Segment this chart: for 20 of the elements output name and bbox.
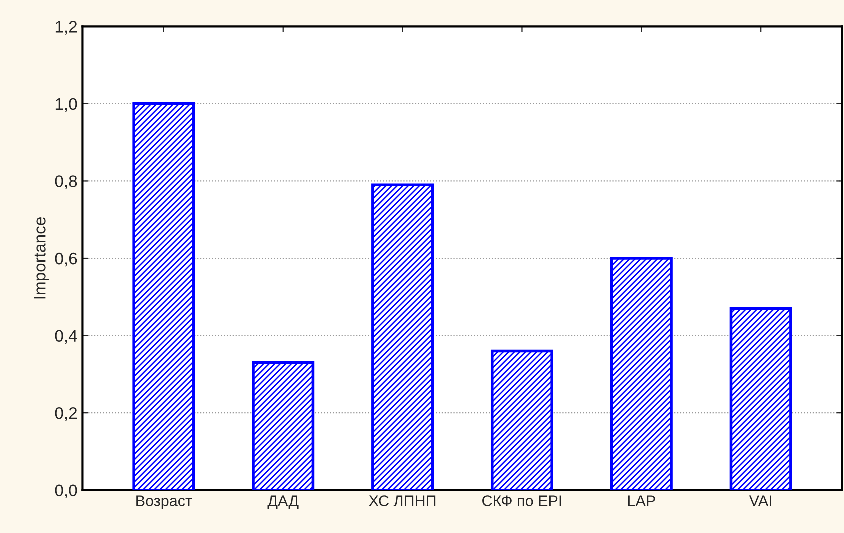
y-tick-label: 0,2 (55, 407, 78, 422)
y-tick-label: 0,6 (55, 252, 78, 267)
y-tick-label: 1,2 (56, 21, 78, 35)
bar (132, 102, 196, 490)
y-tick-label: 0,0 (55, 484, 78, 499)
bar (730, 307, 792, 490)
y-tick-label: 0,8 (55, 176, 78, 190)
bar (490, 350, 554, 490)
x-tick-label: ХС ЛПНП (369, 496, 436, 506)
y-tick-label: 1,0 (56, 98, 78, 112)
bar (372, 184, 434, 490)
bar (610, 257, 673, 490)
x-tick-label: Возраст (136, 496, 192, 510)
x-tick-label: ДАД (268, 496, 299, 510)
y-tick-label: 0,4 (55, 330, 78, 344)
x-tick-label: СКФ по EPI (482, 496, 562, 506)
y-axis-title: Importance (34, 218, 50, 299)
bar (252, 361, 315, 490)
x-tick-label: LAP (628, 496, 656, 506)
x-tick-label: VAI (749, 496, 772, 506)
